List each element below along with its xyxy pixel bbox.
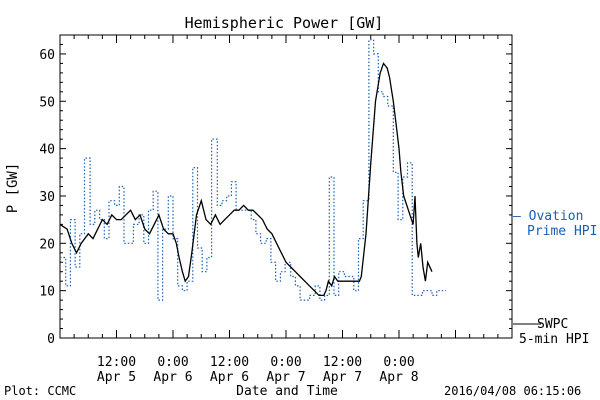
plot-credit: Plot: CCMC [4, 384, 76, 398]
x-tick-label-date: Apr 5 [97, 370, 136, 385]
y-tick-label: 40 [39, 143, 55, 158]
series-layer [59, 39, 447, 301]
x-axis-label: Date and Time [236, 384, 338, 399]
x-tick-label-time: 12:00 [323, 355, 362, 370]
legend: — Ovation Prime HPI SWPC 5-min HPI [513, 209, 597, 347]
legend-ovation-line2: Prime HPI [527, 224, 597, 239]
x-tick-label-time: 0:00 [383, 355, 414, 370]
x-tick-label-time: 0:00 [157, 355, 188, 370]
x-tick-label-time: 0:00 [270, 355, 301, 370]
y-tick-label: 20 [39, 237, 55, 252]
x-tick-label-date: Apr 7 [323, 370, 362, 385]
legend-swpc-line2: 5-min HPI [519, 332, 589, 347]
y-axis-label: P [GW] [5, 163, 21, 214]
x-tick-label-date: Apr 7 [266, 370, 305, 385]
x-tick-label-time: 12:00 [210, 355, 249, 370]
x-tick-label-date: Apr 8 [379, 370, 418, 385]
legend-swpc-line1: SWPC [537, 317, 568, 332]
x-tick-label-date: Apr 6 [153, 370, 192, 385]
legend-ovation-line1: — Ovation [513, 209, 583, 224]
plot-timestamp: 2016/04/08 06:15:06 [444, 384, 581, 398]
series-ovation-prime-hpi [60, 39, 447, 301]
y-tick-label: 50 [39, 95, 55, 110]
chart-title: Hemispheric Power [GW] [185, 14, 384, 32]
plot-frame [59, 34, 513, 339]
x-tick-label-time: 12:00 [97, 355, 136, 370]
y-axis-ticks: 0 10 20 30 40 50 60 [39, 34, 512, 347]
y-tick-label: 30 [39, 190, 55, 205]
x-tick-label-date: Apr 6 [210, 370, 249, 385]
y-tick-label: 60 [39, 48, 55, 63]
series-swpc-hpi [59, 62, 433, 297]
y-tick-label: 0 [47, 332, 55, 347]
y-tick-label: 10 [39, 285, 55, 300]
